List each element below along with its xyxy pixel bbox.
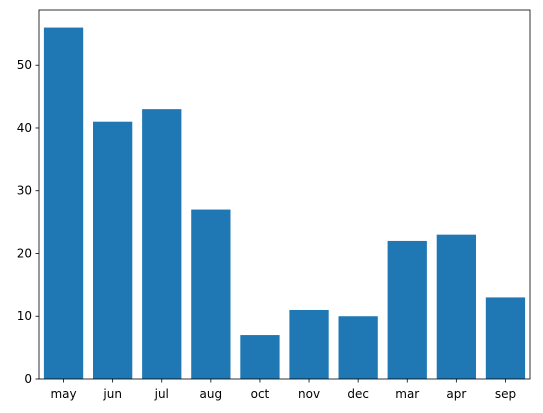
- x-tick-label-sep: sep: [495, 387, 516, 401]
- bar-may: [43, 27, 84, 379]
- y-tick-label-40: 40: [17, 121, 32, 135]
- y-tick-label-10: 10: [17, 309, 32, 323]
- x-tick-label-dec: dec: [347, 387, 369, 401]
- bar-oct: [240, 335, 280, 379]
- bar-nov: [289, 309, 329, 379]
- y-tick-label-20: 20: [17, 246, 32, 260]
- bar-sep: [485, 297, 526, 379]
- bar-mar: [387, 240, 427, 379]
- x-tick-label-nov: nov: [298, 387, 320, 401]
- x-tick-label-jun: jun: [102, 387, 122, 401]
- bars-group: [43, 27, 526, 380]
- y-tick-label-0: 0: [24, 372, 32, 386]
- bar-dec: [338, 316, 378, 379]
- bar-aug: [191, 209, 231, 379]
- y-axis: 0 10 20 30 40 50: [17, 58, 39, 386]
- x-tick-label-mar: mar: [395, 387, 419, 401]
- bar-jul: [142, 109, 182, 379]
- x-tick-label-may: may: [50, 387, 76, 401]
- y-tick-label-30: 30: [17, 184, 32, 198]
- y-tick-label-50: 50: [17, 58, 32, 72]
- x-tick-label-apr: apr: [446, 387, 466, 401]
- bar-jun: [93, 121, 133, 380]
- x-tick-label-oct: oct: [251, 387, 270, 401]
- bar-apr: [436, 234, 476, 379]
- x-tick-label-jul: jul: [154, 387, 169, 401]
- plot-frame: [38, 9, 531, 380]
- x-tick-label-aug: aug: [200, 387, 223, 401]
- x-axis: may jun jul aug oct nov dec mar apr sep: [50, 379, 516, 401]
